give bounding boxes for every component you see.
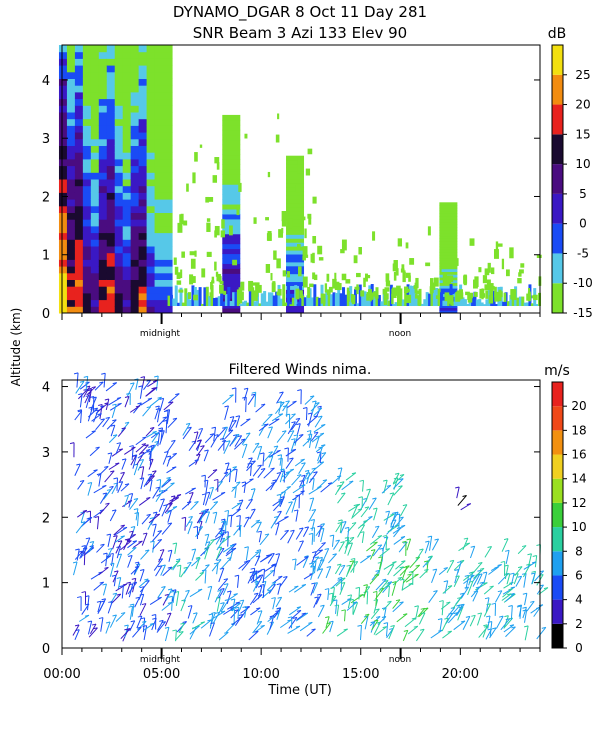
snr-column [154,45,173,314]
winds-midnight-label: midnight [140,655,181,665]
winds-colorbar: 0 2 4 6 8 10 12 14 16 18 20 [551,381,587,655]
wind-barb-region [219,387,333,641]
winds-colorbar-tick: 18 [571,423,586,437]
wind-barb-region [181,422,229,543]
snr-x-axis [61,313,541,324]
wind-barb-region [430,537,549,641]
winds-colorbar-tick: 6 [575,568,583,582]
snr-y-axis: 0 1 2 3 4 [42,74,540,322]
winds-ytick-label: 4 [42,381,50,396]
snr-colorbar: -15 -10 -5 0 5 10 15 20 25 [551,44,593,320]
wind-barb-region [168,532,231,642]
snr-colorbar-tick: -15 [573,306,593,320]
winds-colorbar-tick: 16 [571,448,586,462]
winds-xtick-label: 20:00 [442,667,479,682]
snr-colorbar-tick: 0 [579,217,587,231]
snr-colorbar-unit: dB [548,26,567,42]
winds-xtick-label: 10:00 [242,667,279,682]
wind-barb-region [69,372,182,642]
winds-colorbar-tick: 4 [575,593,583,607]
winds-plot-area [69,372,549,642]
snr-ytick-label: 4 [42,74,50,89]
winds-xtick-label: 05:00 [143,667,180,682]
winds-y-axis: 0 1 2 3 4 [42,381,540,657]
snr-colorbar-tick: 5 [579,187,587,201]
snr-colorbar-tick: 20 [575,98,590,112]
snr-colorbar-tick: -10 [573,276,593,290]
snr-colorbar-tick: 25 [575,68,590,82]
chart-title-line1: DYNAMO_DGAR 8 Oct 11 Day 281 [173,3,427,22]
winds-ytick-label: 2 [42,511,50,526]
snr-plumes [173,113,542,306]
y-axis-label: Altitude (km) [9,308,23,387]
winds-colorbar-tick: 20 [571,399,586,413]
snr-colorbar-tick: 15 [575,127,590,141]
winds-colorbar-tick: 14 [571,472,586,486]
snr-ytick-label: 3 [42,132,50,147]
winds-ytick-label: 0 [42,642,50,657]
wind-barb-region [329,467,408,550]
snr-panel: 0 1 2 3 4 midnight noon dB -15 -10 -5 0 5 10 15 20 2… [42,26,593,339]
snr-ytick-label: 1 [42,249,50,264]
snr-ytick-label: 2 [42,190,50,205]
snr-colorbar-tick: 10 [575,157,590,171]
wind-barb-region [455,486,472,511]
chart-title-line2: SNR Beam 3 Azi 133 Elev 90 [193,24,407,42]
winds-colorbar-tick: 8 [575,544,583,558]
winds-colorbar-unit: m/s [544,363,570,379]
snr-colorbar-tick: -5 [577,246,589,260]
winds-colorbar-tick: 10 [571,520,586,534]
winds-colorbar-tick: 12 [571,496,586,510]
snr-noon-label: noon [389,329,411,339]
winds-colorbar-tick: 2 [575,617,583,631]
winds-colorbar-tick: 0 [575,641,583,655]
snr-plot-area [58,45,542,314]
winds-xtick-label: 15:00 [342,667,379,682]
winds-title: Filtered Winds nima. [229,362,372,378]
winds-x-axis: 00:00 05:00 10:00 15:00 20:00 [43,648,541,682]
x-axis-label: Time (UT) [267,683,332,698]
wind-barb-region [322,535,438,642]
winds-ytick-label: 3 [42,446,50,461]
winds-xtick-label: 00:00 [43,667,80,682]
winds-ytick-label: 1 [42,577,50,592]
snr-ytick-label: 0 [42,307,50,322]
winds-noon-label: noon [389,655,411,665]
snr-midnight-label: midnight [140,329,181,339]
snr-column [222,114,241,314]
